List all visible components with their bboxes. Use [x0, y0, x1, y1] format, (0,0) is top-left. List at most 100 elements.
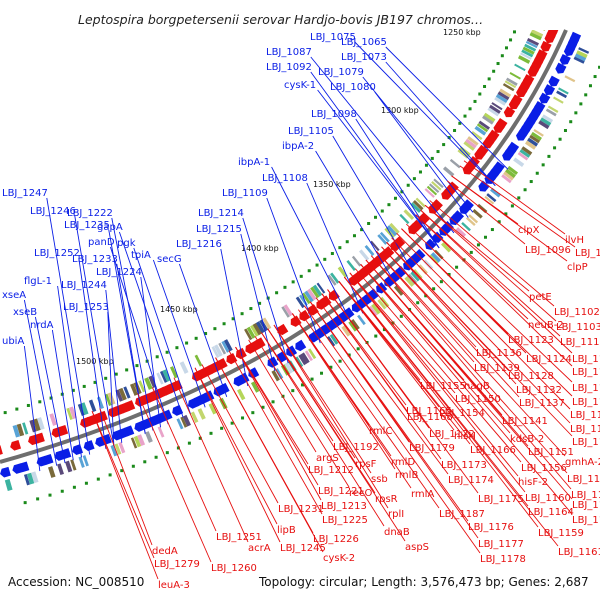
cog-track-inner	[78, 456, 85, 468]
gene-label: LBJ_1244	[61, 280, 107, 291]
leader-line	[451, 175, 568, 262]
forward-gene	[351, 301, 363, 313]
cog-track-outer	[130, 383, 139, 396]
forward-gene	[478, 180, 490, 192]
cog-track-outer	[138, 380, 146, 393]
accession-label: Accession: NC_008510	[8, 575, 144, 589]
gene-label: LBJ_1073	[341, 52, 387, 63]
leader-line	[298, 309, 440, 509]
tick-mark	[455, 265, 459, 269]
cog-track-outer	[491, 102, 503, 111]
gene-label: LBJ_1172	[429, 429, 475, 440]
forward-gene	[543, 84, 556, 96]
cog-track-inner	[57, 463, 64, 476]
leader-line	[415, 214, 573, 367]
tick-mark	[307, 269, 311, 273]
tick-mark	[399, 314, 403, 318]
gene-label: LBJ_1166	[470, 445, 516, 456]
tick-mark	[23, 501, 27, 505]
cog-track-outer	[327, 274, 337, 286]
tick-mark	[579, 102, 583, 106]
gene-label: LBJ_1214	[198, 208, 244, 219]
forward-gene	[563, 45, 576, 57]
leader-line	[315, 297, 449, 475]
leader-line	[396, 232, 571, 410]
leader-line	[376, 250, 566, 457]
cog-track-outer	[530, 30, 544, 38]
leader-line	[354, 41, 496, 187]
tick-mark	[517, 196, 521, 200]
tick-mark	[523, 188, 527, 192]
tick-mark	[15, 407, 19, 411]
leader-line	[406, 223, 573, 383]
cog-track-outer	[536, 18, 548, 25]
gene-label: LBJ_1105	[288, 126, 334, 137]
gene-label: LBJ_1253	[63, 302, 109, 313]
forward-gene	[539, 92, 551, 104]
tick-mark	[374, 215, 378, 219]
cog-track-inner	[237, 388, 246, 401]
cog-track-inner	[341, 325, 351, 337]
tick-mark	[416, 301, 420, 305]
leader-line	[360, 264, 511, 434]
reverse-gene	[508, 98, 521, 110]
forward-gene	[555, 62, 567, 74]
cog-track-inner	[114, 443, 122, 455]
cog-track-outer	[358, 249, 370, 261]
cog-track-outer	[283, 304, 293, 317]
gene-label: rmlC	[369, 426, 392, 437]
forward-gene	[502, 149, 514, 161]
reverse-gene	[503, 106, 516, 118]
cog-track-inner	[558, 87, 569, 95]
cog-track-outer	[442, 166, 455, 177]
forward-gene	[515, 129, 528, 141]
leader-line	[201, 364, 279, 504]
tick-mark	[497, 220, 501, 224]
leader-line	[349, 272, 456, 394]
cog-track-outer	[221, 340, 230, 353]
cog-track-inner	[137, 434, 146, 447]
gene-label: LBJ_1154	[439, 408, 485, 419]
cog-track-inner	[4, 479, 13, 491]
reverse-gene	[408, 223, 420, 235]
gene-label: LBJ_1225	[322, 515, 368, 526]
leader-line	[137, 393, 212, 563]
leader-line	[391, 237, 571, 424]
tick-mark	[492, 69, 496, 73]
tick-mark	[104, 376, 108, 380]
cog-track-inner	[182, 414, 191, 427]
leader-line	[303, 305, 481, 554]
tick-mark	[473, 99, 477, 103]
cog-track-outer	[301, 292, 311, 305]
cog-track-inner	[513, 157, 525, 167]
kbp-label: 1500 kbp	[76, 357, 114, 366]
reverse-gene	[540, 40, 552, 52]
tick-mark	[155, 355, 159, 359]
gene-label: LBJ_1128	[508, 371, 554, 382]
gene-label: pgk	[117, 238, 136, 249]
gene-label: LBJ_1098	[311, 109, 357, 120]
gene-label: LBJ_1132	[516, 385, 562, 396]
gene-label: LBJ_1176	[468, 522, 514, 533]
cog-track-outer	[431, 180, 442, 191]
label-leader-lines	[23, 41, 576, 580]
reverse-gene	[441, 188, 453, 200]
cog-track-inner	[64, 460, 73, 473]
kbp-label: 1450 kbp	[160, 305, 198, 314]
cog-track-inner	[271, 370, 280, 382]
leader-line	[240, 233, 276, 372]
leader-line	[385, 46, 509, 170]
kbp-label: 1400 kbp	[241, 244, 279, 253]
cog-track-outer	[211, 346, 220, 359]
gene-label: LBJ_1136	[476, 348, 522, 359]
cog-track-outer	[96, 396, 105, 409]
cog-track-outer	[104, 393, 112, 406]
tick-mark	[558, 137, 562, 141]
gene-label: LBJ_1109	[222, 188, 268, 199]
cog-track-outer	[525, 40, 538, 49]
tick-mark	[569, 120, 573, 124]
leader-line	[242, 217, 289, 364]
tick-mark	[547, 154, 551, 158]
gene-label: LBJ_1175	[478, 494, 524, 505]
cog-track-inner	[308, 348, 317, 360]
